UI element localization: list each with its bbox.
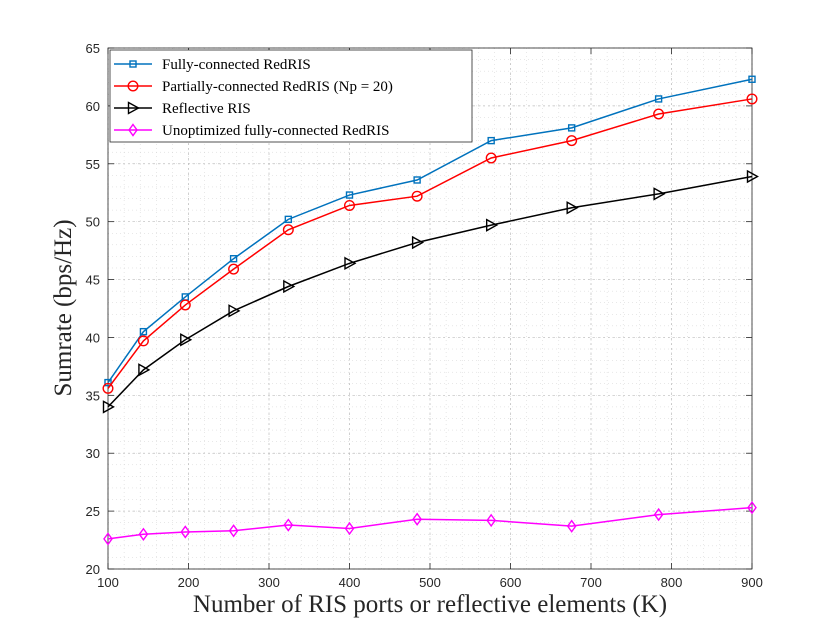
series-4 xyxy=(103,500,757,546)
legend-entry-2: Partially-connected RedRIS (Np = 20) xyxy=(114,79,393,95)
y-axis-label: Sumrate (bps/Hz) xyxy=(50,219,77,396)
series-1-point xyxy=(284,215,293,224)
series-2-point xyxy=(653,108,665,120)
series-1-point xyxy=(139,327,148,336)
series-2-point xyxy=(566,135,578,147)
x-tick-label: 300 xyxy=(258,575,280,590)
series-4-point xyxy=(138,527,149,541)
y-tick-label: 45 xyxy=(86,273,100,288)
x-tick-label: 100 xyxy=(97,575,119,590)
series-2-point xyxy=(137,335,149,347)
series-4-point xyxy=(747,500,757,515)
legend-label: Reflective RIS xyxy=(162,101,251,117)
series-4-point xyxy=(228,524,239,538)
legend-marker xyxy=(127,101,140,115)
legend-entry-4: Unoptimized fully-connected RedRIS xyxy=(114,123,389,139)
legend-marker xyxy=(128,123,138,137)
series-3-point xyxy=(228,304,241,318)
legend: Fully-connected RedRIS Partially-connecte… xyxy=(109,49,473,143)
x-axis-label: Number of RIS ports or reflective elemen… xyxy=(193,591,667,618)
series-1-point xyxy=(104,378,112,387)
series-1-point xyxy=(229,255,238,263)
x-tick-label: 700 xyxy=(580,575,602,590)
series-3-line xyxy=(107,175,753,408)
series-1 xyxy=(104,75,756,387)
series-3 xyxy=(102,169,759,414)
series-2-point xyxy=(228,263,240,275)
series-2-point xyxy=(746,93,758,105)
series-2-point xyxy=(102,382,114,394)
x-axis-ticks: 100 200 300 400 500 600 700 800 900 xyxy=(97,48,763,590)
series-2-point xyxy=(344,199,356,211)
series-2-point xyxy=(485,152,497,164)
series-2-point xyxy=(411,190,423,202)
series-3-point xyxy=(411,235,425,250)
y-axis-ticks: 20 25 30 35 40 45 50 55 60 65 xyxy=(86,41,752,577)
legend-marker xyxy=(127,80,139,92)
y-tick-label: 20 xyxy=(86,562,100,577)
legend-label: Unoptimized fully-connected RedRIS xyxy=(162,123,389,139)
series-1-point xyxy=(345,191,354,199)
legend-label: Partially-connected RedRIS (Np = 20) xyxy=(162,79,393,95)
series-4-point xyxy=(180,525,191,539)
series-2 xyxy=(102,93,758,394)
series-4-point xyxy=(653,507,664,522)
series-3-point xyxy=(485,218,499,232)
series-4-line xyxy=(107,506,753,540)
y-tick-label: 35 xyxy=(86,388,100,403)
series-3-point xyxy=(653,187,666,201)
y-tick-label: 65 xyxy=(86,41,100,56)
series-2-point xyxy=(179,299,191,311)
series-1-point xyxy=(748,75,756,83)
x-tick-label: 600 xyxy=(500,575,522,590)
series-3-point xyxy=(138,363,151,377)
series-4-point xyxy=(283,518,294,532)
series-3-point xyxy=(283,279,296,294)
series-1-point xyxy=(413,176,421,184)
series-3-point xyxy=(102,400,115,414)
y-tick-label: 60 xyxy=(86,99,100,114)
y-tick-label: 30 xyxy=(86,446,100,461)
legend-entry-1: Fully-connected RedRIS xyxy=(114,57,311,73)
y-tick-label: 50 xyxy=(86,215,100,230)
y-tick-label: 40 xyxy=(86,330,100,345)
series-4-point xyxy=(486,513,497,528)
series-3-point xyxy=(180,333,193,347)
x-tick-label: 200 xyxy=(178,575,200,590)
legend-box xyxy=(109,49,473,143)
minor-grid xyxy=(107,47,753,570)
y-tick-label: 55 xyxy=(86,157,100,172)
series-2-point xyxy=(282,224,294,236)
series-layer xyxy=(102,75,759,546)
x-tick-label: 500 xyxy=(419,575,441,590)
series-4-point xyxy=(103,532,113,546)
x-tick-label: 800 xyxy=(661,575,683,590)
legend-marker xyxy=(129,60,137,68)
series-3-point xyxy=(344,256,357,271)
x-tick-label: 400 xyxy=(339,575,361,590)
series-3-point xyxy=(566,201,579,215)
legend-label: Fully-connected RedRIS xyxy=(162,57,311,73)
series-1-point xyxy=(567,124,576,132)
series-4-point xyxy=(566,519,577,533)
legend-entry-3: Reflective RIS xyxy=(114,101,251,117)
series-1-point xyxy=(487,136,495,145)
series-1-point xyxy=(654,95,663,103)
series-4-point xyxy=(412,512,422,526)
y-tick-label: 25 xyxy=(86,504,100,519)
series-4-point xyxy=(344,521,355,536)
series-3-point xyxy=(746,169,759,184)
series-2-line xyxy=(107,98,753,389)
x-tick-label: 900 xyxy=(741,575,763,590)
series-1-line xyxy=(107,78,753,384)
